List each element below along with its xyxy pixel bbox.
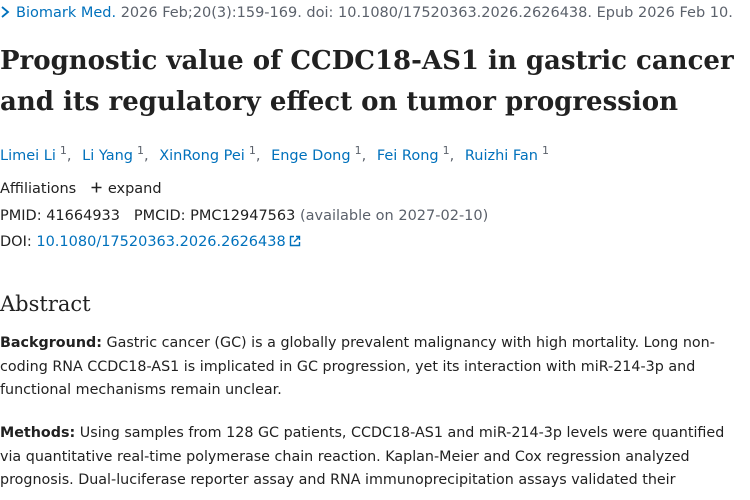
pmcid-label: PMCID: [133, 208, 186, 224]
affiliations-row: Affiliations expand [0, 179, 162, 199]
author-affiliation-number[interactable]: 1 [442, 144, 450, 157]
abstract-background: Background: Gastric cancer (GC) is a glo… [0, 332, 740, 403]
external-link-icon[interactable] [289, 235, 301, 247]
author-item: Li Yang 1, [82, 144, 149, 164]
pmid-label: PMID: [0, 208, 42, 224]
methods-text: Using samples from 128 GC patients, CCDC… [0, 425, 725, 488]
pmid-value: 41664933 [46, 208, 121, 224]
article-title: Prognostic value of CCDC18-AS1 in gastri… [0, 46, 734, 117]
methods-label: Methods: [0, 425, 76, 441]
doi-link[interactable]: 10.1080/17520363.2026.2626438 [36, 234, 286, 250]
author-affiliation-number[interactable]: 1 [542, 144, 549, 157]
author-item: Fei Rong 1, [376, 144, 455, 164]
author-item: Ruizhi Fan 1 [464, 144, 549, 164]
background-label: Background: [0, 335, 102, 351]
background-text: Gastric cancer (GC) is a globally preval… [0, 335, 715, 398]
expand-label: expand [107, 181, 162, 197]
author-link[interactable]: Li Yang [82, 148, 133, 164]
chevron-right-icon[interactable] [0, 6, 10, 18]
author-item: XinRong Pei 1, [159, 144, 261, 164]
author-link[interactable]: Fei Rong [376, 148, 439, 164]
author-item: Enge Dong 1, [271, 144, 367, 164]
authors-list: Limei Li 1, Li Yang 1, XinRong Pei 1, Enge … [0, 140, 549, 167]
identifiers-row: PMID: 41664933 PMCID: PMC12947563 (avail… [0, 206, 488, 226]
doi-label: DOI: [0, 234, 32, 250]
affiliations-expand-button[interactable]: expand [91, 179, 162, 199]
author-link[interactable]: Limei Li [0, 148, 56, 164]
pmc-availability: (available on 2027-02-10) [299, 208, 489, 224]
author-affiliation-number[interactable]: 1 [354, 144, 362, 157]
author-item: Limei Li 1, [0, 144, 72, 164]
doi-row: DOI: 10.1080/17520363.2026.2626438 [0, 232, 301, 252]
journal-link[interactable]: Biomark Med. [16, 5, 117, 21]
pmcid-value: PMC12947563 [190, 208, 296, 224]
author-affiliation-number[interactable]: 1 [136, 144, 144, 157]
abstract-heading: Abstract [0, 292, 91, 316]
author-affiliation-number[interactable]: 1 [248, 144, 256, 157]
citation-line: Biomark Med. 2026 Feb;20(3):159-169. doi… [0, 3, 733, 23]
author-link[interactable]: Ruizhi Fan [464, 148, 538, 164]
plus-icon [91, 182, 102, 193]
affiliations-label: Affiliations [0, 181, 77, 197]
author-affiliation-number[interactable]: 1 [59, 144, 67, 157]
abstract-methods: Methods: Using samples from 128 GC patie… [0, 422, 740, 493]
author-link[interactable]: XinRong Pei [159, 148, 245, 164]
author-link[interactable]: Enge Dong [271, 148, 351, 164]
citation-details: 2026 Feb;20(3):159-169. doi: 10.1080/175… [120, 5, 733, 21]
